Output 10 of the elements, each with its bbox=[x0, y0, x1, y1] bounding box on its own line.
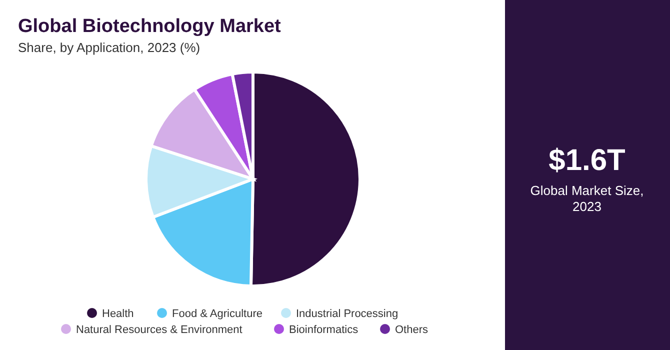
text: $1.6T bbox=[548, 144, 626, 177]
legend-label: Bioinformatics bbox=[289, 324, 359, 336]
chart-title: Global Biotechnology Market bbox=[18, 16, 282, 37]
legend-label: Others bbox=[395, 324, 429, 336]
legend-label: Food & Agriculture bbox=[172, 308, 262, 320]
text: Global Market Size, 2023 bbox=[530, 183, 644, 214]
legend-label: Health bbox=[102, 308, 134, 320]
legend-label: Industrial Processing bbox=[296, 308, 398, 320]
chart-subtitle: Share, by Application, 2023 (%) bbox=[18, 40, 200, 55]
legend-label: Natural Resources & Environment bbox=[76, 324, 242, 336]
